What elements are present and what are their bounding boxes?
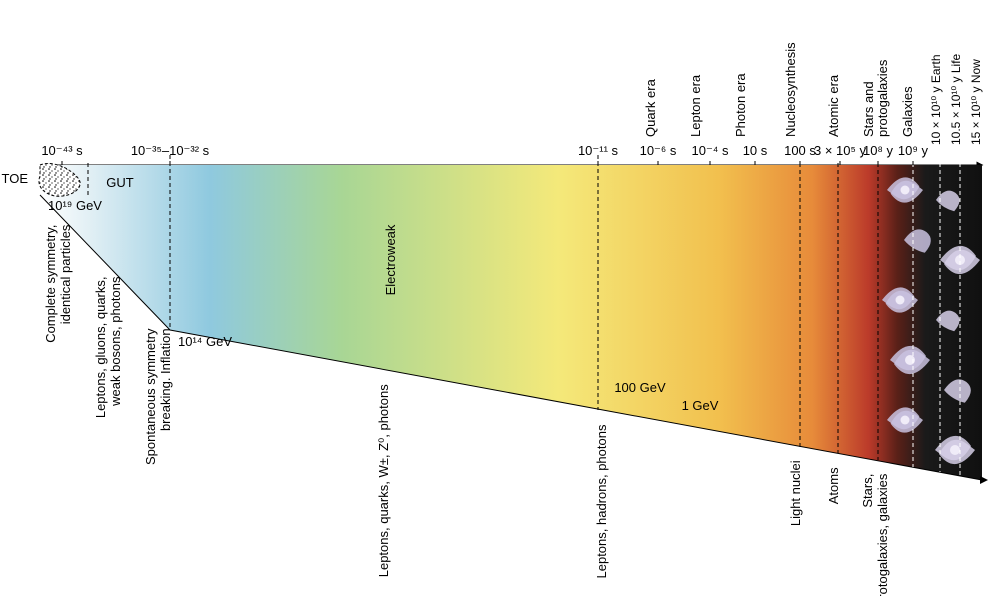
energy-label: 10¹⁴ GeV	[178, 334, 232, 349]
era-label: Nucleosynthesis	[783, 42, 798, 137]
universe-wedge	[40, 165, 982, 480]
era-label: Stars andprotogalaxies	[861, 59, 890, 137]
now-label: 10.5 × 10¹⁰ y Life	[949, 53, 963, 145]
time-tick-label: 10 s	[743, 143, 768, 158]
energy-label: GUT	[106, 175, 134, 190]
time-tick-label: 10⁻⁴ s	[691, 143, 729, 158]
time-tick-label: 10⁻⁶ s	[640, 143, 677, 158]
energy-label: Electroweak	[383, 224, 398, 295]
time-tick-label: 10⁹ y	[898, 143, 929, 158]
composition-label: Stars,protogalaxies, galaxies	[860, 473, 890, 596]
energy-label: 10¹⁹ GeV	[48, 198, 102, 213]
composition-label: Leptons, quarks, W±, Z⁰, photons	[376, 384, 391, 577]
time-tick-label: 10⁻⁴³ s	[41, 143, 83, 158]
composition-label: Leptons, gluons, quarks,weak bosons, pho…	[93, 276, 123, 418]
composition-label: Complete symmetry,identical particles	[43, 224, 73, 343]
composition-label: Light nuclei	[788, 460, 803, 526]
time-tick-label: 3 × 10⁵ y	[814, 143, 867, 158]
time-tick-label: 100 s	[784, 143, 816, 158]
era-label: Galaxies	[900, 86, 915, 137]
wedge-bottom-arrow	[980, 476, 988, 484]
era-label: Photon era	[733, 73, 748, 137]
energy-label: TOE	[2, 171, 29, 186]
time-tick-label: 10⁻³⁵–10⁻³² s	[131, 143, 210, 158]
energy-label: 1 GeV	[682, 398, 719, 413]
energy-label: 100 GeV	[614, 380, 666, 395]
era-label: Quark era	[643, 78, 658, 137]
now-label: 15 × 10¹⁰ y Now	[969, 59, 983, 145]
composition-label: Spontaneous symmetrybreaking. Inflation	[143, 328, 173, 465]
composition-label: Leptons, hadrons, photons	[594, 424, 609, 578]
era-label: Atomic era	[826, 74, 841, 137]
era-label: Lepton era	[688, 74, 703, 137]
time-tick-label: 10⁻¹¹ s	[578, 143, 619, 158]
composition-label: Atoms	[826, 467, 841, 504]
time-tick-label: 10⁸ y	[863, 143, 894, 158]
cosmic-timeline-diagram: 10⁻⁴³ s 10⁻³⁵–10⁻³² s 10⁻¹¹ s 10⁻⁶ s 10⁻⁴ s 1…	[0, 0, 1000, 596]
now-label: 10 × 10¹⁰ y Earth	[929, 54, 943, 145]
